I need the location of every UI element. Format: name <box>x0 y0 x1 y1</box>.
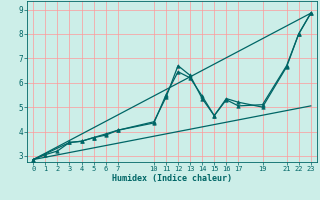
X-axis label: Humidex (Indice chaleur): Humidex (Indice chaleur) <box>112 174 232 183</box>
